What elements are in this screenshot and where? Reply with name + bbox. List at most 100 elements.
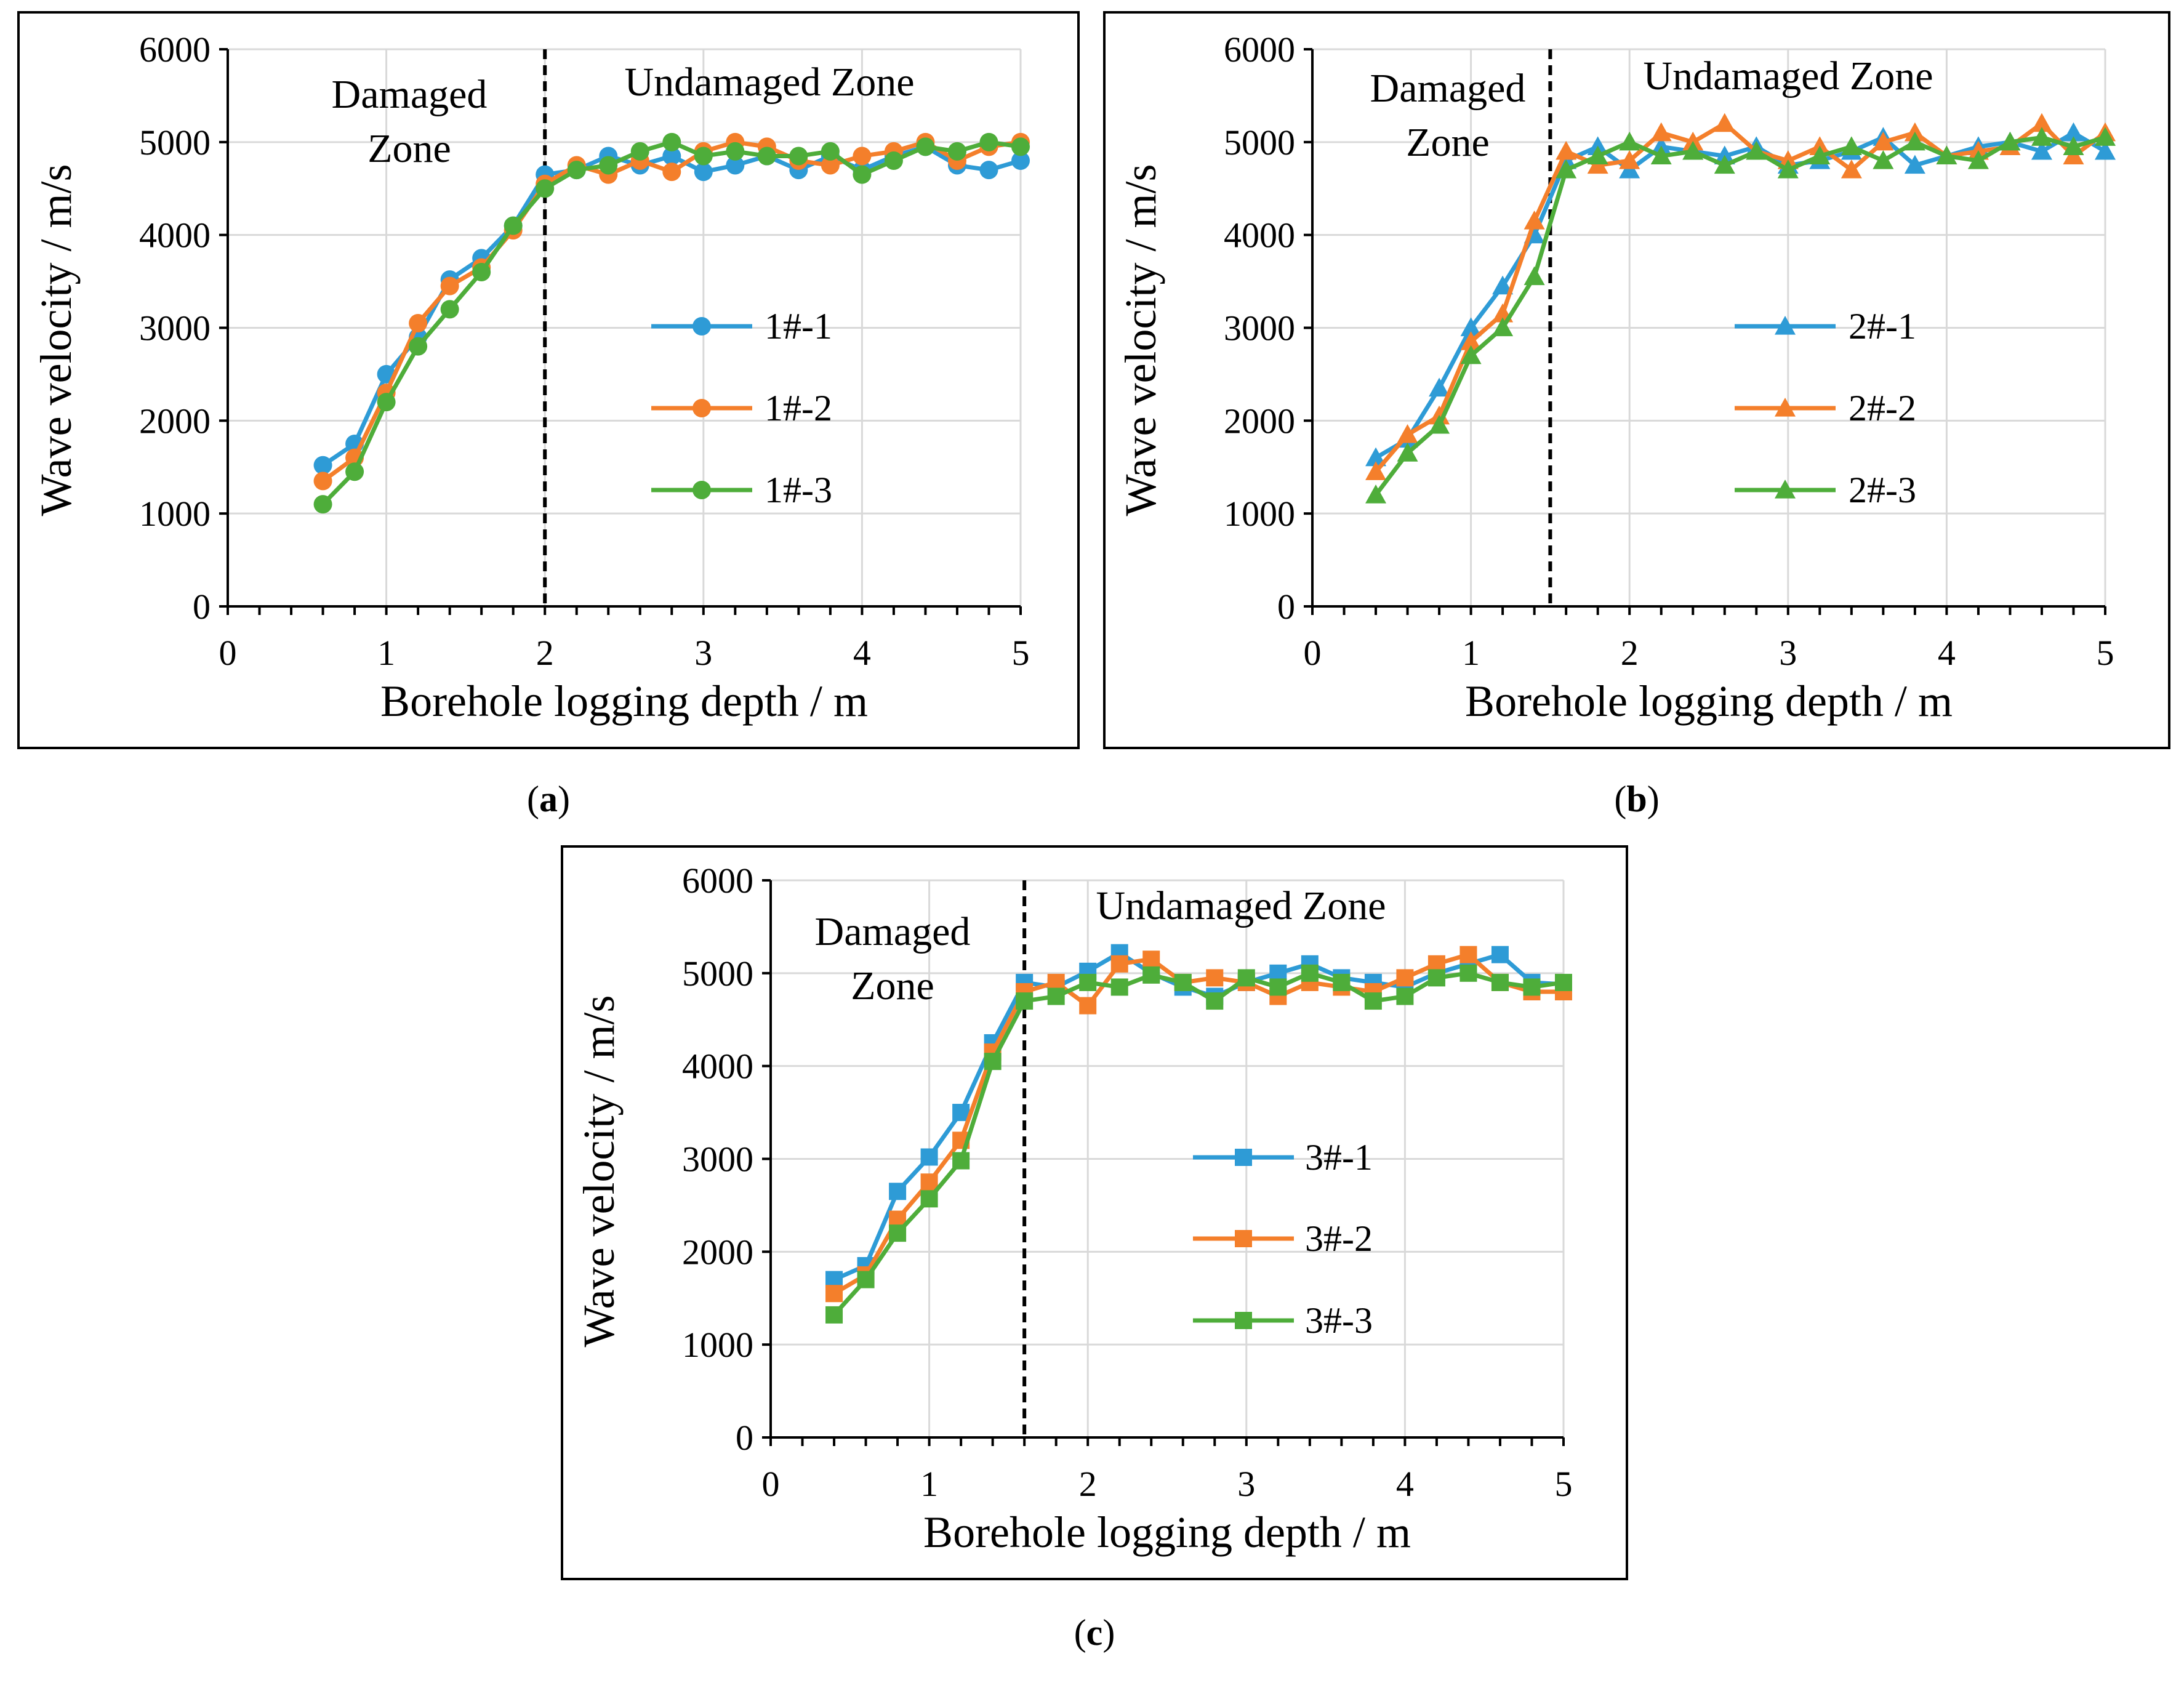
data-point <box>694 163 713 182</box>
data-point <box>1364 992 1382 1010</box>
data-point <box>984 1053 1002 1071</box>
y-tick-label: 3000 <box>139 308 211 348</box>
caption-open-paren: ( <box>527 779 539 819</box>
data-point <box>1714 113 1735 132</box>
legend-label: 1#-2 <box>765 388 832 428</box>
caption-close-paren: ) <box>558 779 570 819</box>
data-point <box>1556 159 1577 179</box>
data-point <box>313 495 332 514</box>
data-point <box>920 1173 938 1191</box>
chart-panel-a: 0 1 2 3 4 5 0 1000 2000 3000 4000 5000 6000 Borehole … <box>17 11 1080 819</box>
data-point <box>1110 955 1128 973</box>
data-point <box>1459 946 1477 963</box>
data-point <box>1142 951 1160 968</box>
data-point <box>1365 461 1387 480</box>
data-point <box>1333 973 1351 991</box>
data-point <box>1809 145 1831 165</box>
data-point <box>440 276 459 295</box>
data-point <box>409 313 428 332</box>
damaged-zone-label: Damaged <box>332 72 488 117</box>
data-point <box>1714 155 1735 174</box>
y-tick-label: 6000 <box>682 861 753 901</box>
x-tick-label: 2 <box>1621 633 1639 673</box>
x-tick-label: 4 <box>1396 1464 1414 1504</box>
series-1#-3 <box>313 132 1030 514</box>
data-point <box>1047 987 1065 1005</box>
data-point <box>1396 969 1414 987</box>
series-2#-3 <box>1365 127 2116 504</box>
legend-marker <box>1235 1230 1252 1247</box>
data-point <box>1491 973 1509 991</box>
damaged-zone-label: Damaged <box>1370 66 1526 111</box>
legend-entry: 2#-3 <box>1735 470 1916 510</box>
data-point <box>1904 131 1925 151</box>
data-point <box>1492 317 1514 337</box>
panel-caption: (b) <box>1614 779 1659 819</box>
y-tick-label: 3000 <box>1224 308 1295 348</box>
damaged-zone-label: Zone <box>1406 120 1490 165</box>
data-point <box>1397 424 1418 443</box>
y-tick-label: 5000 <box>1224 123 1295 163</box>
caption-letter: c <box>1086 1612 1103 1653</box>
y-tick-label: 5000 <box>139 123 211 163</box>
data-point <box>567 161 586 180</box>
legend-marker <box>1775 398 1796 417</box>
data-point <box>1999 131 2021 151</box>
data-point <box>662 147 681 166</box>
legend-entry: 3#-2 <box>1193 1218 1373 1259</box>
caption-close-paren: ) <box>1647 779 1660 819</box>
legend-entry: 1#-2 <box>651 388 832 428</box>
x-tick-label: 3 <box>1779 633 1797 673</box>
legend-marker <box>693 317 711 336</box>
data-point <box>1365 447 1387 467</box>
data-point <box>1904 155 1925 174</box>
legend-entry: 1#-3 <box>651 470 832 510</box>
data-point <box>662 132 681 151</box>
series-3#-3 <box>825 964 1572 1324</box>
data-point <box>1174 973 1192 991</box>
data-point <box>1650 145 1672 165</box>
y-tick-label: 0 <box>736 1418 753 1458</box>
data-point <box>1460 331 1482 350</box>
panel-caption: (c) <box>1074 1612 1115 1653</box>
data-point <box>1682 140 1704 160</box>
data-point <box>920 1148 938 1166</box>
data-point <box>409 337 428 356</box>
data-point <box>2031 127 2052 146</box>
data-point <box>504 216 523 235</box>
data-point <box>440 300 459 319</box>
x-tick-label: 2 <box>1079 1464 1097 1504</box>
data-point <box>1397 443 1418 462</box>
caption-letter: b <box>1626 779 1647 819</box>
y-tick-label: 3000 <box>682 1139 753 1180</box>
data-point <box>1459 964 1477 982</box>
data-point <box>1110 978 1128 996</box>
x-tick-label: 0 <box>219 633 237 673</box>
x-tick-label: 1 <box>920 1464 938 1504</box>
data-point <box>2031 140 2052 160</box>
y-tick-label: 4000 <box>1224 215 1295 255</box>
data-point <box>662 163 681 182</box>
data-point <box>1011 151 1030 170</box>
data-point <box>821 142 840 161</box>
data-point <box>1460 317 1482 337</box>
y-tick-label: 5000 <box>682 954 753 994</box>
data-point <box>1301 964 1319 982</box>
data-point <box>1237 969 1255 987</box>
legend-label: 3#-1 <box>1305 1137 1373 1178</box>
y-tick-label: 2000 <box>1224 401 1295 441</box>
data-point <box>1873 150 1894 169</box>
caption-close-paren: ) <box>1102 1612 1115 1653</box>
data-point <box>821 156 840 175</box>
y-tick-label: 0 <box>1277 587 1295 627</box>
data-point <box>1746 140 1767 160</box>
legend-entry: 2#-2 <box>1735 388 1916 428</box>
data-point <box>1777 159 1799 179</box>
legend-label: 3#-3 <box>1305 1300 1373 1341</box>
data-point <box>1841 136 1862 155</box>
data-point <box>1587 145 1608 165</box>
data-point <box>2063 122 2084 142</box>
panel-frame <box>1103 11 2170 749</box>
damaged-zone-label: Damaged <box>815 909 971 954</box>
data-point <box>1492 275 1514 295</box>
